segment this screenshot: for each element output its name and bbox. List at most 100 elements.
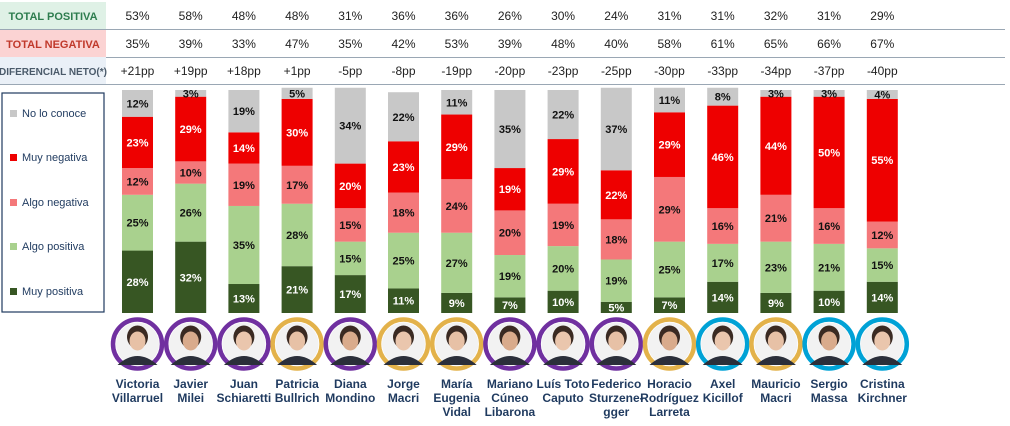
candidate-name-line: Massa (811, 391, 848, 405)
bar-segment-no-lo-conoce (388, 92, 419, 142)
bar-segment-muy-negativa (760, 96, 792, 195)
bar-segment-muy-positiva (547, 290, 579, 313)
bar-segment-algo-negativa (228, 163, 260, 206)
data-label: 37% (605, 124, 627, 136)
data-label: 23% (392, 162, 414, 174)
candidate-name-line: Bullrich (275, 391, 320, 405)
bar-group-victoria-villarruel: 28% 25% 12% 23% 12% (122, 90, 153, 313)
bar-group-diana-mondino: 17% 15% 15% 20% 34% (334, 87, 366, 313)
candidate-name-line: Horacio (647, 377, 692, 391)
row-label-background (0, 30, 106, 57)
row-value: +1pp (284, 64, 311, 78)
bar-segment-no-lo-conoce (122, 90, 153, 117)
data-label: 27% (446, 258, 468, 270)
avatar-ring (323, 317, 378, 371)
bar-segment-no-lo-conoce (707, 87, 739, 106)
bar-segment-no-lo-conoce (600, 87, 632, 171)
bar-segment-muy-positiva (228, 284, 260, 313)
row-value: 26% (498, 9, 522, 23)
candidate-name-line: Vidal (442, 405, 470, 419)
avatar-ring (695, 317, 750, 371)
bar-segment-no-lo-conoce (494, 90, 526, 169)
data-label: 9% (768, 298, 784, 310)
data-label: 29% (658, 204, 680, 216)
bar-segment-no-lo-conoce (760, 90, 792, 97)
data-label: 19% (233, 106, 255, 118)
data-label: 14% (871, 292, 893, 304)
row-value: -30pp (654, 64, 685, 78)
data-label: 29% (180, 124, 202, 136)
avatar-ring (855, 317, 910, 371)
avatar-ring (217, 317, 271, 371)
avatar-face (129, 331, 146, 351)
row-value: -40pp (867, 64, 898, 78)
data-label: 14% (712, 292, 734, 304)
avatar-shoulders (489, 356, 530, 365)
avatar-face (555, 331, 572, 351)
data-label: 25% (126, 218, 148, 230)
data-label: 35% (233, 240, 255, 252)
row-label: TOTAL POSITIVA (8, 11, 97, 23)
candidate-name-line: Axel (710, 377, 735, 391)
data-label: 10% (180, 168, 202, 180)
avatar-face (501, 331, 518, 351)
candidate-name-line: Mondino (325, 391, 375, 405)
avatar-shoulders (596, 356, 637, 365)
legend: No lo conoce Muy negativa Algo negativa Alg… (1, 92, 105, 313)
row-label-background (0, 2, 106, 29)
bar-segment-no-lo-conoce (813, 90, 845, 97)
legend-swatch (10, 288, 17, 295)
row-value: 32% (764, 9, 788, 23)
bar-group-patricia-bullrich: 21% 28% 17% 30% 5% (281, 87, 313, 313)
avatar-ring (110, 317, 165, 371)
bar-segment-algo-positiva (866, 248, 898, 282)
data-label: 7% (502, 300, 518, 312)
data-label: 15% (339, 253, 361, 265)
legend-item-muy-negativa: Muy negativa (10, 152, 88, 164)
bar-segment-algo-negativa (494, 210, 526, 256)
legend-swatch (10, 243, 17, 250)
row-value: 24% (604, 9, 628, 23)
bar-segment-no-lo-conoce (547, 90, 579, 140)
candidate-name-line: Villarruel (112, 391, 163, 405)
data-label: 29% (658, 140, 680, 152)
avatar-ring (376, 317, 431, 371)
bar-group-mauricio-macri: 9% 23% 21% 44% 3% (760, 88, 792, 313)
avatar-ring (589, 317, 644, 371)
data-label: 22% (605, 190, 627, 202)
bar-group-cristina-kirchner: 14% 15% 12% 55% 4% (866, 89, 898, 313)
candidate-name-line: Luís Toto (537, 377, 590, 391)
legend-item-algo-negativa: Algo negativa (10, 197, 90, 209)
candidate-name-line: Victoria (116, 377, 160, 391)
row-value: -23pp (548, 64, 579, 78)
candidate-name-line: Rodríguez (640, 391, 699, 405)
bar-segment-algo-negativa (122, 168, 153, 195)
row-value: -37pp (814, 64, 845, 78)
bar-segment-muy-negativa (122, 116, 153, 169)
avatar-shoulders (117, 356, 158, 365)
avatar-ring (483, 317, 537, 371)
data-label: 18% (605, 234, 627, 246)
row-label-background (0, 57, 106, 84)
candidate-name-line: gger (603, 405, 629, 419)
candidate-name-line: Caputo (542, 391, 583, 405)
bar-segment-algo-positiva (334, 241, 366, 276)
data-label: 14% (233, 143, 255, 155)
legend-item-no-lo-conoce: No lo conoce (10, 108, 86, 120)
data-label: 23% (126, 137, 148, 149)
data-label: 4% (874, 89, 890, 101)
candidate-name-line: Juan (230, 377, 258, 391)
bar-segment-algo-positiva (813, 243, 845, 291)
row-value: -25pp (601, 64, 632, 78)
data-label: 19% (233, 180, 255, 192)
candidate-name-line: Sergio (810, 377, 847, 391)
data-label: 11% (393, 296, 415, 308)
candidate-avatar (483, 317, 537, 371)
avatar-shoulders (809, 356, 850, 365)
candidate-avatar (270, 317, 324, 371)
data-label: 19% (499, 184, 521, 196)
